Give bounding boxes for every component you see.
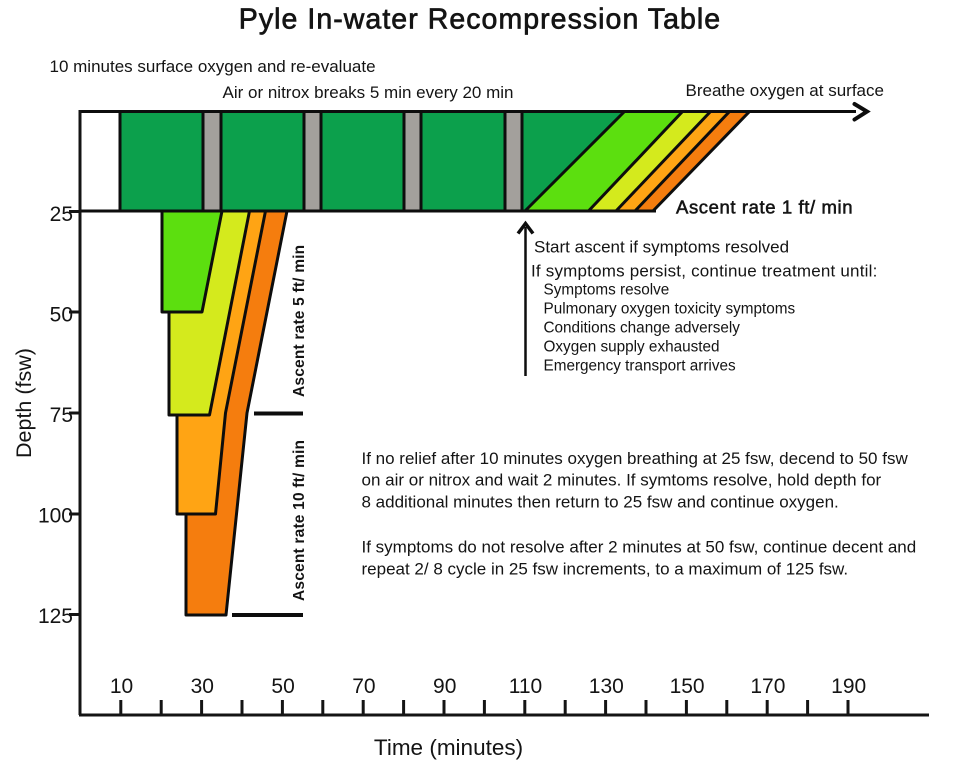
svg-text:Air or nitrox breaks 5 min eve: Air or nitrox breaks 5 min every 20 min [223, 83, 514, 102]
svg-text:Time (minutes): Time (minutes) [374, 735, 523, 760]
svg-text:Oxygen supply exhausted: Oxygen supply exhausted [544, 339, 720, 356]
svg-text:10 minutes surface oxygen and: 10 minutes surface oxygen and re-evaluat… [50, 57, 376, 76]
svg-text:Breathe oxygen at surface: Breathe oxygen at surface [686, 81, 884, 100]
svg-text:190: 190 [831, 675, 866, 698]
svg-text:If symptoms persist, continue: If symptoms persist, continue treatment … [531, 262, 878, 281]
svg-text:on air or nitrox and wait 2 mi: on air or nitrox and wait 2 minutes. If … [362, 471, 882, 490]
svg-text:Emergency transport arrives: Emergency transport arrives [544, 358, 736, 375]
svg-text:50: 50 [271, 675, 294, 698]
svg-text:8 additional minutes then retu: 8 additional minutes then return to 25 f… [362, 492, 839, 511]
svg-text:Conditions change adversely: Conditions change adversely [544, 320, 741, 337]
svg-text:Ascent rate 5 ft/ min: Ascent rate 5 ft/ min [291, 245, 308, 397]
svg-text:170: 170 [750, 675, 785, 698]
svg-text:Depth (fsw): Depth (fsw) [12, 348, 36, 458]
svg-text:75: 75 [50, 404, 73, 427]
svg-text:Symptoms resolve: Symptoms resolve [544, 282, 670, 299]
svg-text:150: 150 [670, 675, 705, 698]
svg-text:Ascent rate 10 ft/ min: Ascent rate 10 ft/ min [291, 440, 308, 601]
svg-text:125: 125 [38, 605, 73, 628]
svg-text:50: 50 [50, 304, 73, 327]
svg-text:If symptoms do not resolve aft: If symptoms do not resolve after 2 minut… [362, 537, 917, 556]
svg-text:25: 25 [50, 203, 73, 226]
svg-text:30: 30 [191, 675, 214, 698]
svg-text:Ascent rate 1 ft/ min: Ascent rate 1 ft/ min [676, 197, 853, 218]
svg-text:repeat 2/ 8 cycle in 25 fsw in: repeat 2/ 8 cycle in 25 fsw increments, … [362, 560, 849, 579]
svg-text:Pulmonary oxygen toxicity symp: Pulmonary oxygen toxicity symptoms [544, 301, 796, 318]
svg-text:100: 100 [38, 505, 73, 528]
svg-text:If no relief after 10 minutes: If no relief after 10 minutes oxygen bre… [362, 449, 909, 468]
svg-text:90: 90 [433, 675, 456, 698]
svg-text:Start ascent if symptoms resol: Start ascent if symptoms resolved [534, 238, 789, 257]
svg-text:10: 10 [110, 675, 133, 698]
svg-text:Pyle In-water Recompression Ta: Pyle In-water Recompression Table [239, 4, 721, 36]
svg-text:70: 70 [352, 675, 375, 698]
svg-text:110: 110 [509, 675, 542, 698]
svg-text:130: 130 [589, 675, 624, 698]
